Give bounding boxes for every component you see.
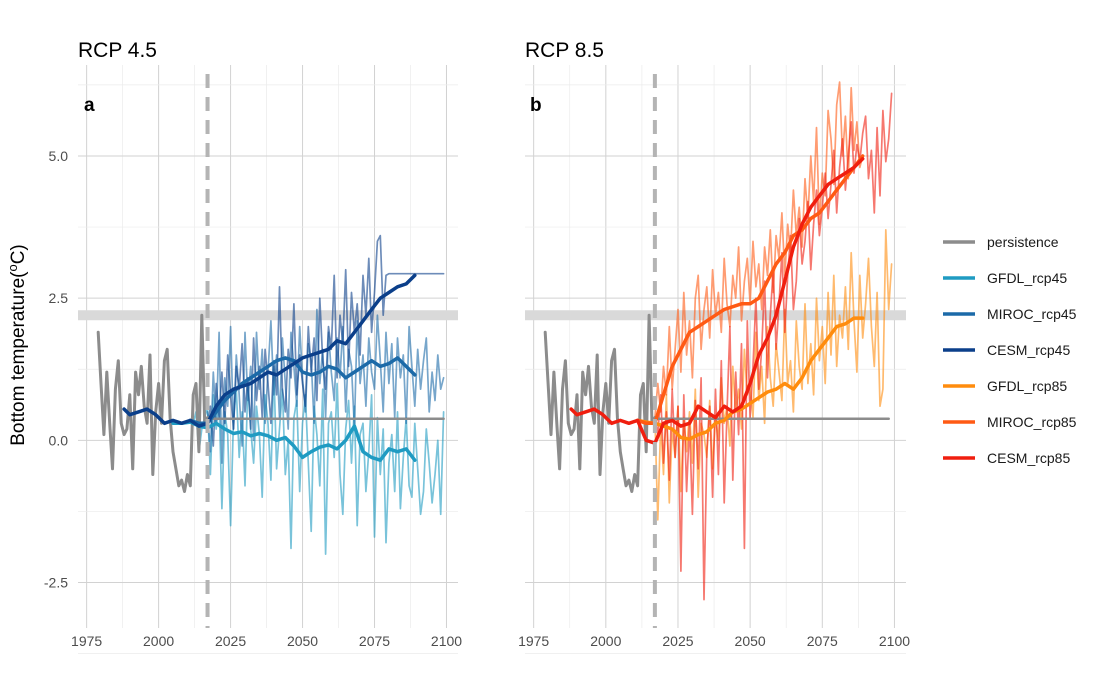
x-tick-label-a-2075: 2075 [359,633,390,649]
x-tick-label-a-1975: 1975 [71,633,102,649]
series-line-b-persistence-observed [543,313,657,493]
series-line-a-miroc_rcp45-smooth [188,356,417,426]
legend-label-gfdl_rcp85: GFDL_rcp85 [987,378,1067,394]
x-tick-label-a-2050: 2050 [287,633,318,649]
x-tick-label-a-2000: 2000 [143,633,174,649]
series-line-b-miroc_rcp85-annual [654,81,864,419]
legend-label-miroc_rcp45: MIROC_rcp45 [987,306,1077,322]
y-axis-title-main: Bottom temperature( [8,271,29,446]
x-tick-label-b-2050: 2050 [735,633,766,649]
x-tick-label-b-1975: 1975 [518,633,549,649]
x-tick-label-a-2025: 2025 [215,633,246,649]
y-axis-title-superscript: o [5,264,20,271]
legend-label-cesm_rcp45: CESM_rcp45 [987,342,1070,358]
y-axis-title: Bottom temperature(oC) [5,244,29,446]
y-tick-label--2.5: -2.5 [44,575,68,591]
series-line-a-cesm_rcp45-smooth [122,273,417,428]
legend-label-gfdl_rcp45: GFDL_rcp45 [987,270,1067,286]
legend-label-miroc_rcp85: MIROC_rcp85 [987,414,1077,430]
series-line-a-cesm_rcp45-annual [206,234,445,447]
y-tick-label-2.5: 2.5 [49,290,69,306]
panel-rcp85: 1975 2000 2025 2050 2075 2100 RCP 8.5 b [518,39,910,654]
panel-b-title: RCP 8.5 [525,39,604,62]
series-line-b-cesm_rcp85-smooth [569,157,865,445]
series-line-b-gfdl_rcp85-smooth [635,316,865,441]
series-line-a-gfdl_rcp45-smooth [171,420,417,462]
series-line-a-persistence-observed [96,313,209,493]
panel-a-series [96,234,445,555]
x-tick-label-b-2025: 2025 [662,633,693,649]
legend: persistence GFDL_rcp45 MIROC_rcp45 CESM_rcp… [943,234,1077,466]
panel-b-tag: b [530,95,542,116]
y-axis-title-end: C) [8,244,29,264]
x-tick-label-a-2100: 2100 [431,633,462,649]
x-tick-label-b-2000: 2000 [590,633,621,649]
panel-b-gridlines [525,65,906,654]
panel-a-tick-labels: 1975 2000 2025 2050 2075 2100 -2.5 0.0 2.5 5.0 [44,148,462,649]
series-line-b-miroc_rcp85-smooth [635,154,865,426]
legend-label-persistence: persistence [987,234,1059,250]
panel-a-title: RCP 4.5 [78,39,157,62]
x-tick-label-b-2100: 2100 [879,633,910,649]
x-tick-label-b-2075: 2075 [807,633,838,649]
legend-label-cesm_rcp85: CESM_rcp85 [987,450,1070,466]
panel-b-series [543,81,893,601]
panel-rcp45: 1975 2000 2025 2050 2075 2100 -2.5 0.0 2.5 5.0 RC… [44,39,462,654]
y-tick-label-0: 0.0 [49,432,69,448]
panel-b-tick-labels: 1975 2000 2025 2050 2075 2100 [518,633,910,649]
panel-a-tag: a [84,95,95,116]
y-tick-label-5: 5.0 [49,148,69,164]
